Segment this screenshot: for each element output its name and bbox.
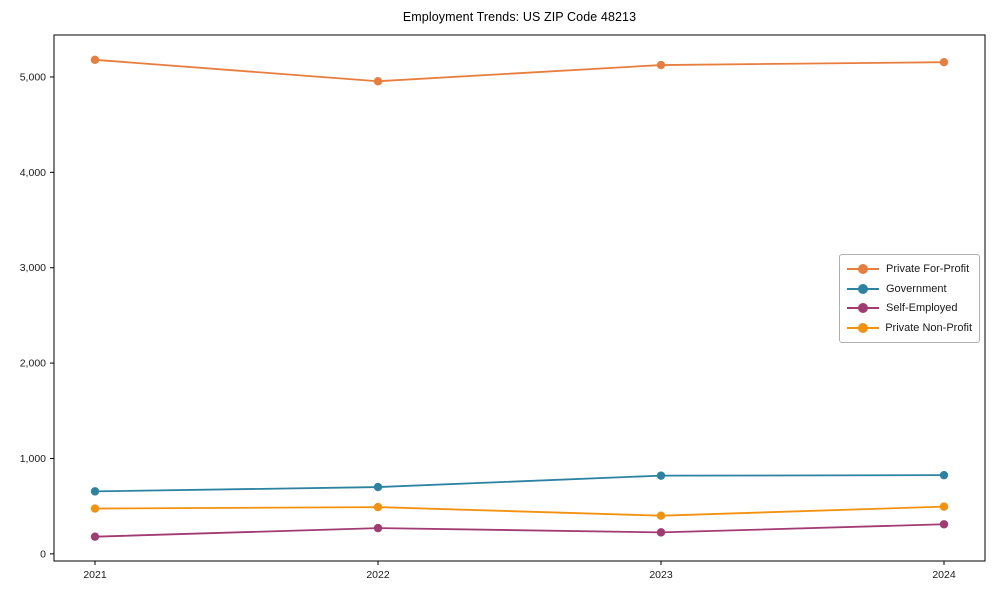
- legend-label: Government: [886, 282, 947, 295]
- y-tick-label: 3,000: [20, 262, 46, 274]
- legend-dot: [858, 283, 868, 294]
- legend-dot: [858, 263, 868, 274]
- data-point-government-2021: [90, 487, 100, 496]
- data-point-private-non-profit-2024: [939, 502, 949, 511]
- x-tick-label: 2023: [649, 569, 673, 581]
- series-line-self-employed: [94, 523, 945, 538]
- data-point-self-employed-2021: [90, 532, 100, 541]
- line-marker-icon: [847, 263, 879, 274]
- legend-item: Private Non-Profit: [846, 318, 972, 338]
- x-tick-label: 2021: [83, 569, 107, 581]
- data-point-government-2023: [656, 471, 666, 480]
- data-point-private-for-profit-2021: [90, 55, 100, 64]
- legend-label: Self-Employed: [886, 302, 958, 315]
- data-point-self-employed-2022: [373, 523, 383, 533]
- data-point-private-non-profit-2021: [90, 504, 100, 513]
- data-point-government-2022: [373, 482, 383, 492]
- y-tick-label: 4,000: [20, 167, 46, 179]
- y-tick-label: 1,000: [20, 453, 46, 465]
- data-point-self-employed-2023: [656, 528, 666, 537]
- chart-title: Employment Trends: US ZIP Code 48213: [402, 10, 637, 24]
- x-tick-label: 2022: [366, 569, 390, 581]
- y-tick-label: 0: [40, 548, 46, 560]
- legend-item: Private For-Profit: [846, 259, 972, 279]
- data-point-private-for-profit-2023: [656, 60, 666, 70]
- legend-label: Private Non-Profit: [885, 322, 972, 335]
- legend-item: Government: [846, 279, 972, 299]
- line-marker-icon: [847, 303, 879, 314]
- line-marker-icon: [847, 283, 879, 294]
- x-tick-label: 2024: [932, 569, 956, 581]
- series-line-private-for-profit: [94, 58, 945, 83]
- legend-item: Self-Employed: [846, 299, 972, 319]
- data-point-private-for-profit-2024: [939, 57, 949, 67]
- y-tick-label: 5,000: [20, 71, 46, 83]
- axes-frame: [53, 34, 986, 562]
- series-line-government: [94, 474, 945, 493]
- line-marker-icon: [847, 323, 879, 334]
- legend-label: Private For-Profit: [886, 262, 970, 275]
- y-tick-label: 2,000: [20, 358, 46, 370]
- series-line-private-non-profit: [94, 505, 945, 517]
- data-point-private-non-profit-2023: [656, 511, 666, 520]
- data-point-government-2024: [939, 470, 949, 480]
- data-point-private-non-profit-2022: [373, 502, 383, 512]
- data-point-self-employed-2024: [939, 520, 949, 529]
- legend: Private For-Profit Government Self-Emplo…: [839, 254, 980, 343]
- data-point-private-for-profit-2022: [373, 77, 383, 86]
- legend-dot: [858, 323, 868, 334]
- legend-dot: [858, 303, 868, 314]
